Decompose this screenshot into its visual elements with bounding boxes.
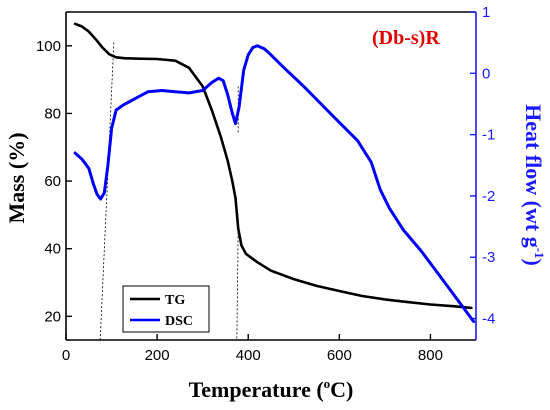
y2-tick-label: -2: [482, 188, 495, 205]
x-tick-label: 400: [236, 347, 261, 364]
legend-label-tg: TG: [165, 293, 185, 308]
plot-frame: [65, 11, 477, 341]
chart-annotation: (Db-s)R: [372, 27, 440, 49]
y-tick-label: 60: [44, 173, 61, 190]
series-line-tg: [73, 22, 473, 310]
y2-tick-label: -1: [482, 127, 495, 144]
y-tick-label: 40: [44, 241, 61, 258]
y-tick-label: 80: [44, 105, 61, 122]
x-axis-title-end: C): [330, 377, 353, 402]
x-tick-label: 0: [62, 347, 70, 364]
y2-tick-label: 0: [482, 65, 490, 82]
x-tick-label: 800: [418, 347, 443, 364]
y-tick-label: 100: [36, 38, 61, 55]
y-axis-title: Mass (%): [4, 132, 29, 223]
guide-line: [99, 42, 115, 341]
series-layer: [73, 22, 476, 324]
y2-tick-label: -3: [482, 249, 495, 266]
y2-axis-title-end: ): [521, 259, 546, 266]
series-line-dsc: [73, 44, 476, 324]
y2-axis-title-sup: -1: [532, 248, 547, 259]
ticks-layer: 0 200 400 600 800 20 40 60 80 100 1 0 -1 -2 -3 -4: [36, 4, 495, 364]
y2-axis-title-main: Heat flow (wt g: [521, 104, 546, 248]
legend: TG DSC: [122, 285, 210, 333]
y2-axis-title: Heat flow (wt g-1): [521, 104, 547, 266]
x-tick-label: 200: [145, 347, 170, 364]
legend-box: [122, 285, 210, 333]
y-tick-label: 20: [44, 308, 61, 325]
x-axis-title: Temperature (oC): [189, 376, 354, 402]
guide-line: [236, 228, 239, 341]
y2-tick-label: -4: [482, 311, 495, 328]
x-tick-label: 600: [327, 347, 352, 364]
y2-tick-label: 1: [482, 4, 490, 21]
legend-label-dsc: DSC: [165, 314, 193, 329]
x-axis-title-main: Temperature (: [189, 377, 324, 402]
guide-lines: [99, 42, 239, 341]
x-axis-title-sup: o: [324, 376, 331, 391]
